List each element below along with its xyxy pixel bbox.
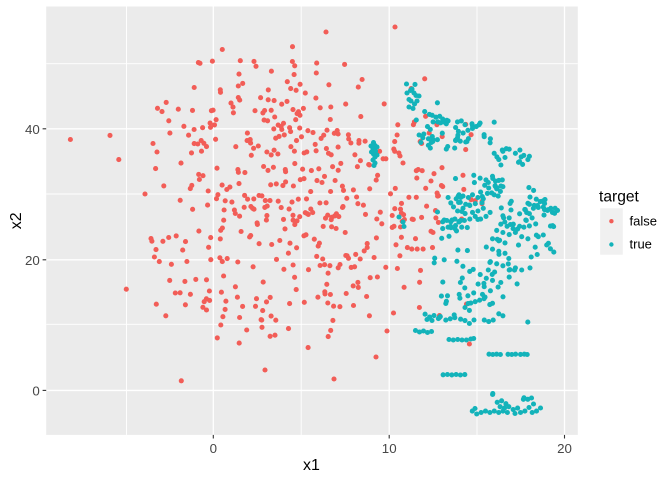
svg-text:10: 10 (382, 441, 397, 456)
svg-text:true: true (630, 237, 652, 252)
svg-text:x1: x1 (303, 457, 320, 474)
svg-text:x2: x2 (8, 212, 25, 229)
svg-text:target: target (599, 189, 640, 206)
svg-text:20: 20 (25, 253, 40, 268)
svg-text:false: false (630, 214, 657, 229)
svg-text:40: 40 (25, 122, 40, 137)
svg-text:0: 0 (32, 384, 39, 399)
svg-text:0: 0 (210, 441, 217, 456)
svg-text:20: 20 (557, 441, 572, 456)
